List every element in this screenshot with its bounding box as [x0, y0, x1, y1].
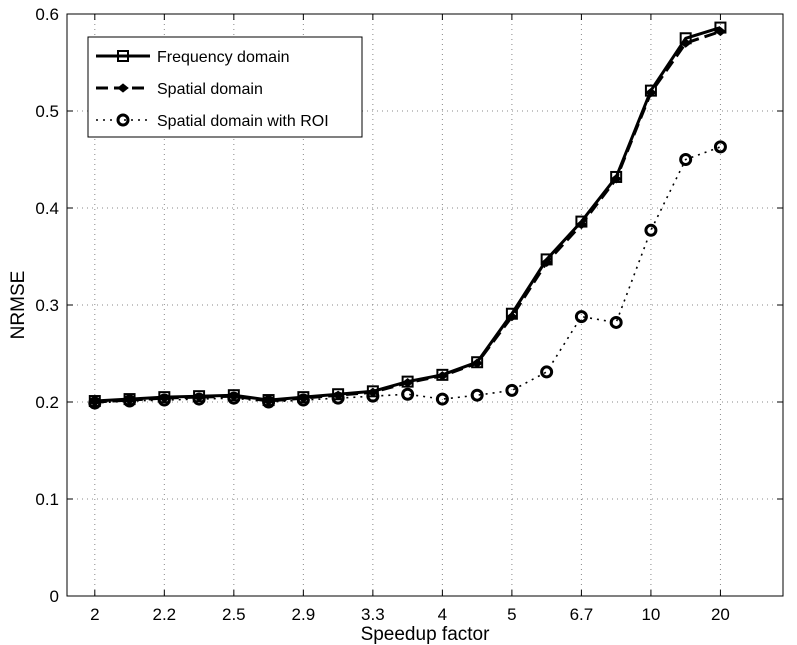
x-tick-label: 20 — [711, 605, 730, 624]
data-point-marker — [401, 387, 415, 401]
legend-entry: Frequency domain — [96, 49, 290, 66]
data-series — [88, 21, 727, 410]
data-point-marker — [123, 394, 137, 408]
legend-entry: Spatial domain with ROI — [96, 113, 329, 130]
x-tick-label: 2.5 — [222, 605, 246, 624]
x-tick-labels: 2 2.2 2.5 2.9 3.3 4 5 6.7 10 20 — [90, 605, 730, 624]
y-tick-label: 0.2 — [35, 393, 59, 412]
y-axis-label: NRMSE — [8, 271, 29, 340]
chart-legend: Frequency domain Spatial domain Spatial do… — [87, 36, 363, 138]
data-point-marker — [436, 371, 449, 381]
data-point-marker — [713, 140, 727, 154]
grid-lines — [67, 14, 783, 596]
y-tick-labels: 0 0.1 0.2 0.3 0.4 0.5 0.6 — [35, 5, 59, 606]
data-point-marker — [505, 383, 519, 397]
x-tick-label: 10 — [641, 605, 660, 624]
y-tick-label: 0.5 — [35, 102, 59, 121]
y-tick-label: 0.4 — [35, 199, 59, 218]
data-point-marker — [331, 391, 345, 405]
legend-label: Frequency domain — [157, 49, 290, 66]
x-tick-label: 6.7 — [570, 605, 594, 624]
y-tick-label: 0.6 — [35, 5, 59, 24]
x-axis-label: Speedup factor — [361, 624, 491, 645]
data-point-marker — [540, 365, 554, 379]
y-tick-label: 0 — [50, 587, 59, 606]
x-tick-label: 5 — [507, 605, 516, 624]
data-point-marker — [609, 315, 623, 329]
data-point-marker — [679, 153, 693, 166]
data-point-marker — [610, 174, 622, 184]
x-tick-label: 2 — [90, 605, 99, 624]
data-point-marker — [574, 310, 588, 324]
legend-label: Spatial domain with ROI — [157, 113, 329, 130]
data-point-marker — [471, 358, 483, 368]
data-point-marker — [506, 311, 518, 322]
series-line — [94, 146, 721, 404]
data-point-marker — [679, 38, 692, 48]
data-point-marker — [435, 392, 449, 406]
data-point-marker — [714, 26, 727, 37]
y-tick-label: 0.1 — [35, 490, 59, 509]
x-tick-label: 2.9 — [292, 605, 316, 624]
data-point-marker — [575, 219, 588, 230]
data-point-marker — [262, 395, 276, 409]
data-point-marker — [645, 87, 657, 98]
data-point-marker — [470, 388, 484, 402]
x-tick-label: 3.3 — [361, 605, 385, 624]
data-point-marker — [540, 257, 553, 267]
data-point-marker — [296, 393, 310, 407]
legend-marker — [116, 113, 130, 127]
series-spatial-domain-with-roi — [88, 140, 727, 410]
x-tick-label: 4 — [438, 605, 447, 624]
axis-ticks — [67, 13, 783, 597]
data-point-marker — [366, 389, 380, 403]
legend-entry: Spatial domain — [96, 81, 263, 98]
data-point-marker — [157, 393, 171, 407]
data-point-marker — [192, 392, 206, 406]
x-tick-label: 2.2 — [153, 605, 177, 624]
data-point-marker — [88, 396, 102, 410]
legend-marker — [117, 50, 129, 62]
legend-label: Spatial domain — [157, 81, 263, 98]
data-point-marker — [227, 391, 241, 405]
y-tick-label: 0.3 — [35, 296, 59, 315]
legend-marker — [117, 83, 129, 93]
data-point-marker — [644, 223, 658, 237]
legend-entries: Frequency domain Spatial domain Spatial do… — [96, 49, 329, 130]
data-point-marker — [401, 377, 414, 388]
